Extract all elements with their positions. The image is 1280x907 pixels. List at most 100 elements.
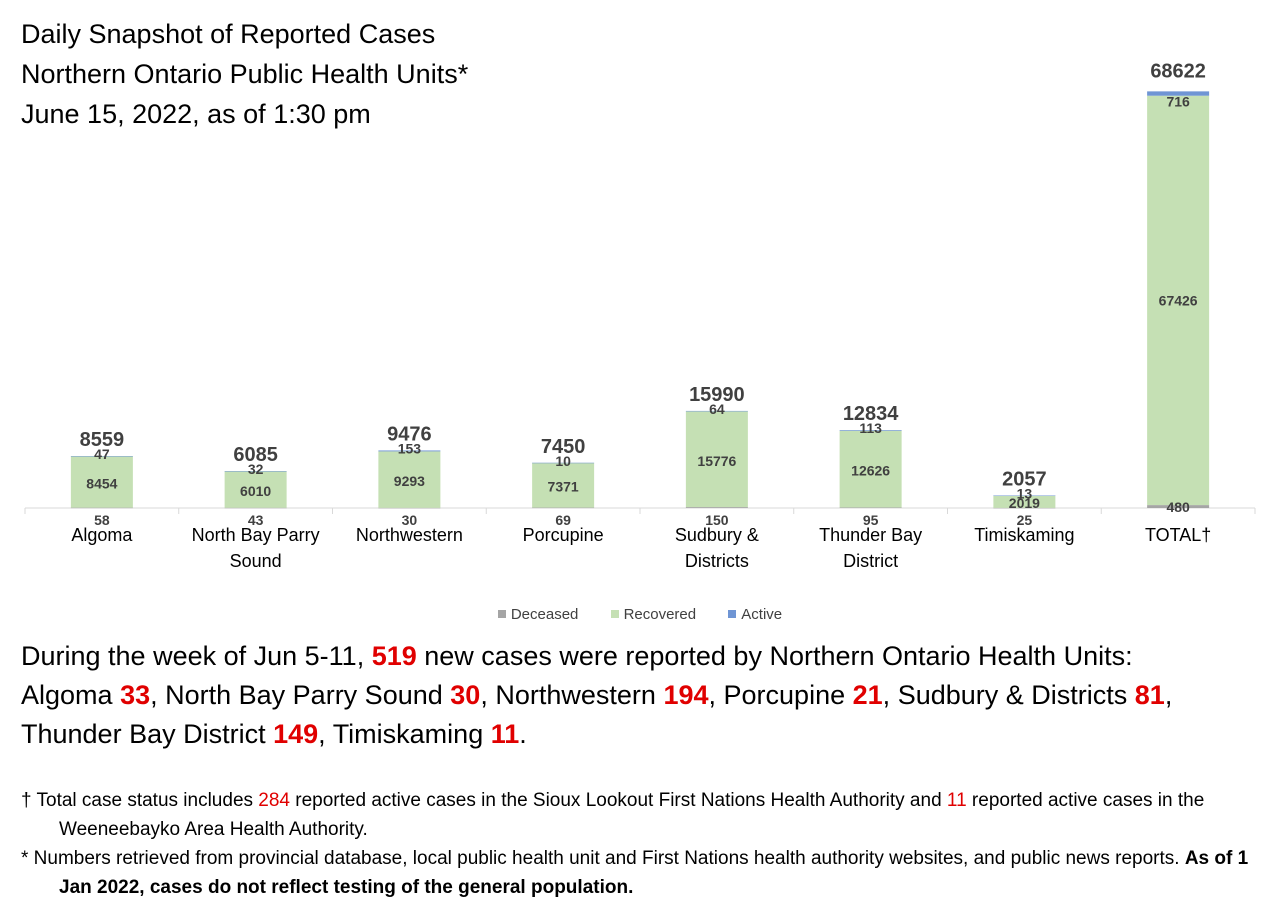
data-label-active: 10 [555, 453, 571, 469]
data-label-deceased: 58 [94, 512, 110, 528]
data-label-deceased: 69 [555, 512, 571, 528]
data-label-recovered: 12626 [851, 463, 890, 479]
data-label-total: 2057 [1002, 469, 1047, 491]
bar-segment-deceased [839, 507, 902, 508]
data-label-total: 15990 [689, 384, 745, 406]
data-label-total: 8559 [80, 429, 125, 451]
summary-unit-name: North Bay Parry Sound [165, 680, 443, 710]
footnote-text: reported active cases in the Weeneebayko… [59, 790, 1205, 840]
summary-unit-value: 21 [852, 680, 883, 710]
summary-intro: During the week of Jun 5-11, [21, 641, 372, 671]
summary-unit-name: Thunder Bay District [21, 719, 266, 749]
bar-segment-deceased [378, 507, 441, 509]
bar-segment-deceased [224, 507, 287, 509]
footnotes: † Total case status includes 284 reporte… [21, 786, 1276, 902]
data-label-recovered: 2019 [1009, 495, 1040, 511]
summary-sep: . [519, 719, 527, 749]
x-tick-label: Districts [685, 551, 749, 571]
x-tick-label: Algoma [71, 525, 133, 545]
title-line-2: Northern Ontario Public Health Units* [21, 59, 469, 89]
bar-segment-recovered [839, 430, 902, 508]
data-label-deceased: 25 [1017, 512, 1033, 528]
bar-segment-deceased [532, 507, 595, 509]
legend-swatch-active [728, 610, 737, 618]
footnote-number: 11 [946, 790, 967, 811]
footnote-star: * Numbers retrieved from provincial data… [21, 844, 1276, 902]
data-label-active: 113 [859, 420, 882, 436]
summary-unit-value: 149 [273, 719, 319, 749]
bar-segment-recovered [224, 471, 287, 508]
legend-item-deceased: Deceased [497, 606, 579, 623]
bar-segment-recovered [532, 462, 595, 508]
x-tick-label: Porcupine [523, 525, 604, 545]
x-tick-label: Sudbury & [675, 525, 759, 545]
bar-segment-active [532, 462, 595, 464]
data-label-recovered: 6010 [240, 483, 271, 499]
bar-segment-recovered [378, 451, 441, 508]
legend-label-deceased: Deceased [510, 606, 579, 623]
bar-segment-active [993, 495, 1056, 497]
data-label-recovered: 9293 [394, 473, 425, 489]
x-tick-label: Timiskaming [974, 525, 1074, 545]
chart-title: Daily Snapshot of Reported Cases Norther… [21, 14, 468, 134]
summary-unit-name: Porcupine [723, 680, 846, 710]
bar-segment-active [70, 456, 133, 457]
data-label-active: 716 [1166, 93, 1190, 109]
bar-segment-active [224, 471, 287, 472]
bar-segment-active [839, 430, 902, 431]
footnote-dagger: † Total case status includes 284 reporte… [21, 786, 1276, 844]
footnote-text: * Numbers retrieved from provincial data… [21, 848, 1185, 869]
data-label-active: 64 [709, 401, 725, 417]
summary-unit-name: Northwestern [495, 680, 656, 710]
summary-total-new: 519 [371, 641, 417, 671]
data-label-recovered: 7371 [548, 479, 579, 495]
summary-sep: , [318, 719, 333, 749]
summary-unit-value: 81 [1134, 680, 1165, 710]
x-tick-label: Northwestern [356, 525, 463, 545]
summary-intro-end: new cases were reported by Northern Onta… [416, 641, 1133, 671]
bar-segment-deceased [70, 507, 133, 509]
data-label-recovered: 67426 [1159, 292, 1198, 308]
data-label-recovered: 8454 [86, 475, 117, 491]
summary-sep: , [150, 680, 166, 710]
data-label-total: 12834 [843, 403, 899, 425]
summary-unit-value: 30 [450, 680, 481, 710]
data-label-active: 47 [94, 446, 110, 462]
bar-segment-deceased [685, 507, 748, 508]
footnote-text: reported active cases in the Sioux Looko… [290, 790, 947, 811]
legend-label-active: Active [741, 606, 783, 623]
data-label-deceased: 30 [402, 512, 418, 528]
x-tick-label: District [843, 551, 898, 571]
chart-legend: Deceased Recovered Active [0, 606, 1280, 623]
x-tick-label: North Bay Parry [192, 525, 320, 545]
summary-unit-name: Algoma [21, 680, 113, 710]
data-label-deceased: 150 [705, 512, 729, 528]
bar-segment-recovered [1147, 95, 1210, 506]
summary-unit-name: Sudbury & Districts [897, 680, 1128, 710]
legend-swatch-deceased [497, 610, 506, 618]
footnote-number: 284 [258, 790, 290, 811]
bar-segment-active [378, 450, 441, 452]
summary-sep: , [480, 680, 496, 710]
data-label-deceased: 43 [248, 512, 264, 528]
bar-segment-recovered [993, 495, 1056, 508]
x-tick-label: Sound [230, 551, 282, 571]
summary-unit-name: Timiskaming [332, 719, 484, 749]
summary-sep: , [1164, 680, 1173, 710]
data-label-total: 9476 [387, 423, 432, 445]
bar-segment-deceased [993, 507, 1056, 509]
data-label-active: 32 [248, 461, 264, 477]
bar-segment-active [1147, 91, 1210, 96]
summary-unit-value: 194 [663, 680, 709, 710]
legend-swatch-recovered [610, 610, 619, 618]
data-label-deceased: 480 [1166, 499, 1190, 515]
title-line-1: Daily Snapshot of Reported Cases [21, 19, 436, 49]
bar-segment-recovered [70, 456, 133, 508]
data-label-total: 68622 [1150, 60, 1206, 82]
bar-segment-deceased [1147, 505, 1210, 508]
weekly-summary: During the week of Jun 5-11, 519 new cas… [21, 637, 1271, 754]
data-label-recovered: 15776 [697, 453, 736, 469]
summary-sep: , [708, 680, 724, 710]
data-label-deceased: 95 [863, 512, 879, 528]
